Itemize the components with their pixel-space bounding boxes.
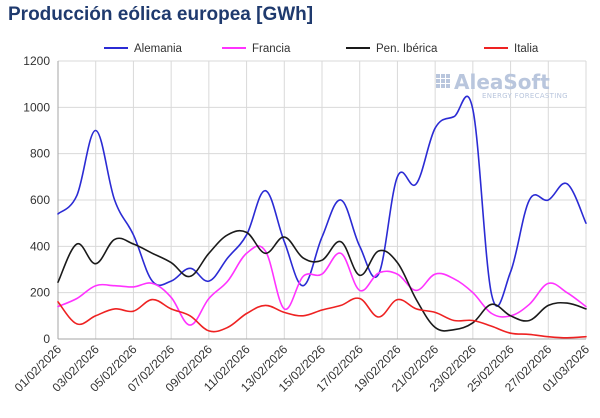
legend-label: Francia	[252, 43, 291, 55]
y-tick-label: 200	[30, 286, 50, 300]
y-tick-label: 400	[30, 239, 50, 253]
legend-label: Pen. Ibérica	[376, 43, 438, 55]
series-line-francia	[57, 245, 587, 326]
watermark-brand: AleaSoft	[454, 70, 550, 94]
legend-label: Alemania	[134, 43, 183, 55]
legend: Alemania Francia Pen. Ibérica Italia	[104, 43, 539, 55]
series-line-italia	[57, 297, 587, 339]
series-lines	[57, 95, 587, 339]
legend-item-italia: Italia	[484, 43, 539, 55]
y-tick-label: 1200	[23, 54, 50, 68]
y-tick-label: 800	[30, 147, 50, 161]
axes: 02004006008001000120001/02/202603/02/202…	[12, 54, 593, 395]
y-tick-label: 600	[30, 193, 50, 207]
legend-item-pen-ib-rica: Pen. Ibérica	[346, 43, 438, 55]
watermark-tagline: ENERGY FORECASTING	[482, 92, 568, 100]
legend-item-francia: Francia	[222, 43, 291, 55]
aleasoft-watermark: AleaSoft ENERGY FORECASTING	[436, 70, 568, 100]
aleasoft-logo-icon	[436, 74, 450, 88]
grid-lines	[58, 60, 587, 339]
y-tick-label: 0	[43, 332, 50, 346]
series-line-pen-ib-rica	[57, 229, 587, 332]
legend-item-alemania: Alemania	[104, 43, 183, 55]
chart-title: Producción eólica europea [GWh]	[8, 4, 314, 25]
y-tick-label: 1000	[23, 100, 50, 114]
legend-label: Italia	[514, 43, 539, 55]
